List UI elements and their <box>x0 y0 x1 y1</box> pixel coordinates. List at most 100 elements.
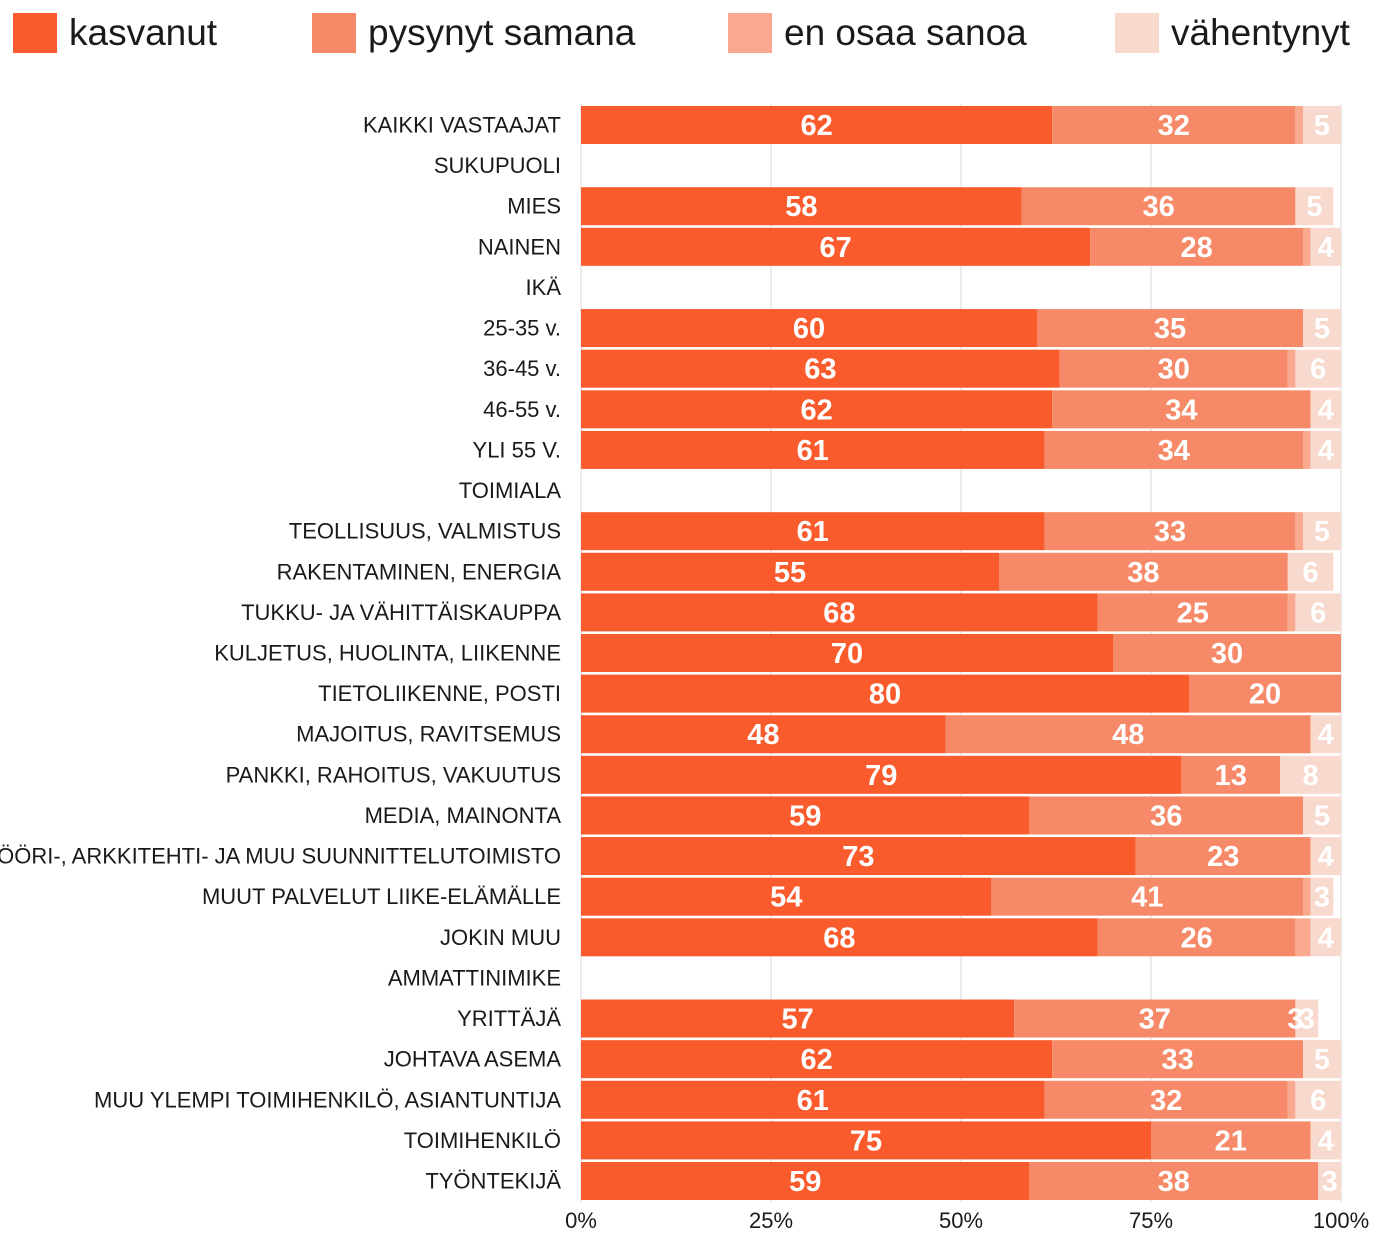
category-label: 46-55 v. <box>483 397 561 422</box>
data-label: 13 <box>1215 760 1247 792</box>
bar-segment <box>1310 837 1341 876</box>
data-label: 20 <box>1249 679 1281 711</box>
bar-segment <box>581 106 1053 144</box>
data-label: 38 <box>1127 557 1159 589</box>
bar-segment <box>581 552 999 591</box>
category-label: TUKKU- JA VÄHITTÄISKAUPPA <box>241 600 561 625</box>
data-label: 4 <box>1318 394 1334 426</box>
data-label: 28 <box>1180 232 1212 264</box>
bar-segment <box>945 715 1311 754</box>
bar-segment <box>1310 918 1341 957</box>
category-label: JOKIN MUU <box>440 925 561 950</box>
data-label: 30 <box>1158 354 1190 386</box>
bar-segment <box>1287 349 1296 388</box>
bar-segment <box>581 1080 1045 1119</box>
data-label: 38 <box>1158 1166 1190 1198</box>
data-label: 48 <box>1112 719 1144 751</box>
category-label: MIES <box>507 194 561 219</box>
data-label: 41 <box>1131 882 1163 914</box>
data-label: 32 <box>1150 1085 1182 1117</box>
category-label: KULJETUS, HUOLINTA, LIIKENNE <box>214 641 561 666</box>
category-label: KAIKKI VASTAAJAT <box>363 113 561 138</box>
legend-swatch-vahentynyt <box>1115 13 1159 53</box>
legend-item-vahentynyt: vähentynyt <box>1115 12 1350 54</box>
data-label: 63 <box>804 354 836 386</box>
data-label: 5 <box>1306 191 1322 223</box>
bar-segment <box>581 1162 1030 1200</box>
bar-segment <box>1310 715 1341 754</box>
data-label: 4 <box>1318 232 1334 264</box>
category-label: TOIMIALA <box>459 478 562 503</box>
category-label: IKÄ <box>526 275 562 300</box>
bar-segment <box>1295 593 1341 632</box>
data-label: 58 <box>785 191 817 223</box>
bar-segment <box>1303 309 1341 348</box>
category-label: TEOLLISUUS, VALMISTUS <box>289 519 561 544</box>
category-label: 25-35 v. <box>483 316 561 341</box>
data-label: 54 <box>770 882 802 914</box>
data-label: 68 <box>823 922 855 954</box>
legend-label-en-osaa-sanoa: en osaa sanoa <box>784 12 1027 53</box>
data-label: 3 <box>1322 1166 1338 1198</box>
bar-segment <box>581 1040 1053 1079</box>
data-label: 61 <box>797 435 829 467</box>
bar-segment <box>1044 430 1303 469</box>
data-labels: 62 32 558 36 567 28 460 35 563 30 662 34 461 34 461 33 5… <box>747 110 1337 1198</box>
category-label: MEDIA, MAINONTA <box>365 803 562 828</box>
data-label: 80 <box>869 679 901 711</box>
data-label: 59 <box>789 1166 821 1198</box>
bar-segment <box>1295 512 1303 551</box>
category-label: SUKUPUOLI <box>434 153 561 178</box>
data-label: 6 <box>1310 1085 1326 1117</box>
bar-segment <box>1052 390 1311 429</box>
bar-segment <box>581 309 1037 348</box>
bar-segment <box>1310 390 1341 429</box>
x-tick-label: 100% <box>1313 1208 1369 1233</box>
category-label: RAKENTAMINEN, ENERGIA <box>277 559 562 584</box>
bar-segment <box>1044 1080 1288 1119</box>
bar-segment <box>1135 837 1311 876</box>
bar-segment <box>581 755 1182 794</box>
data-label: 35 <box>1154 313 1186 345</box>
bars <box>581 106 1341 1200</box>
bar-segment <box>1303 227 1311 266</box>
x-axis-ticks: 0% 25% 50% 75% 100% <box>565 1208 1369 1233</box>
bar-segment <box>581 349 1060 388</box>
category-label: NAINEN <box>478 234 561 259</box>
legend-item-pysynyt-samana: pysynyt samana <box>312 12 635 54</box>
data-label: 6 <box>1303 557 1319 589</box>
bar-segment <box>1303 106 1341 144</box>
bar-segment <box>991 877 1303 916</box>
bar-segment <box>1295 187 1334 226</box>
category-label: AMMATTINIMIKE <box>388 965 561 990</box>
bar-segment <box>1295 999 1319 1038</box>
data-label: 26 <box>1180 922 1212 954</box>
data-label: 3 <box>1287 1004 1303 1036</box>
data-label: 33 <box>1161 1044 1193 1076</box>
bar-segment <box>581 918 1098 957</box>
bar-segment <box>1090 227 1303 266</box>
bar-segment <box>1181 755 1281 794</box>
bar-segment <box>581 512 1045 551</box>
category-label: MUUT PALVELUT LIIKE-ELÄMÄLLE <box>202 884 561 909</box>
data-label: 4 <box>1318 435 1334 467</box>
data-label: 32 <box>1158 110 1190 142</box>
category-label: INSINÖÖRI-, ARKKITEHTI- JA MUU SUUNNITTE… <box>0 844 561 869</box>
bar-segment <box>1303 430 1311 469</box>
category-label: YLI 55 V. <box>473 437 561 462</box>
category-label: PANKKI, RAHOITUS, VAKUUTUS <box>226 762 561 787</box>
data-label: 70 <box>831 638 863 670</box>
data-label: 5 <box>1314 110 1330 142</box>
data-label: 21 <box>1215 1125 1247 1157</box>
data-label: 36 <box>1150 800 1182 832</box>
data-label: 25 <box>1177 597 1209 629</box>
bar-segment <box>1014 999 1296 1038</box>
bar-segment <box>1052 1040 1303 1079</box>
data-label: 30 <box>1211 638 1243 670</box>
data-label: 57 <box>781 1004 813 1036</box>
bar-segment <box>1059 349 1288 388</box>
data-label: 67 <box>819 232 851 264</box>
data-label: 36 <box>1142 191 1174 223</box>
data-label: 68 <box>823 597 855 629</box>
